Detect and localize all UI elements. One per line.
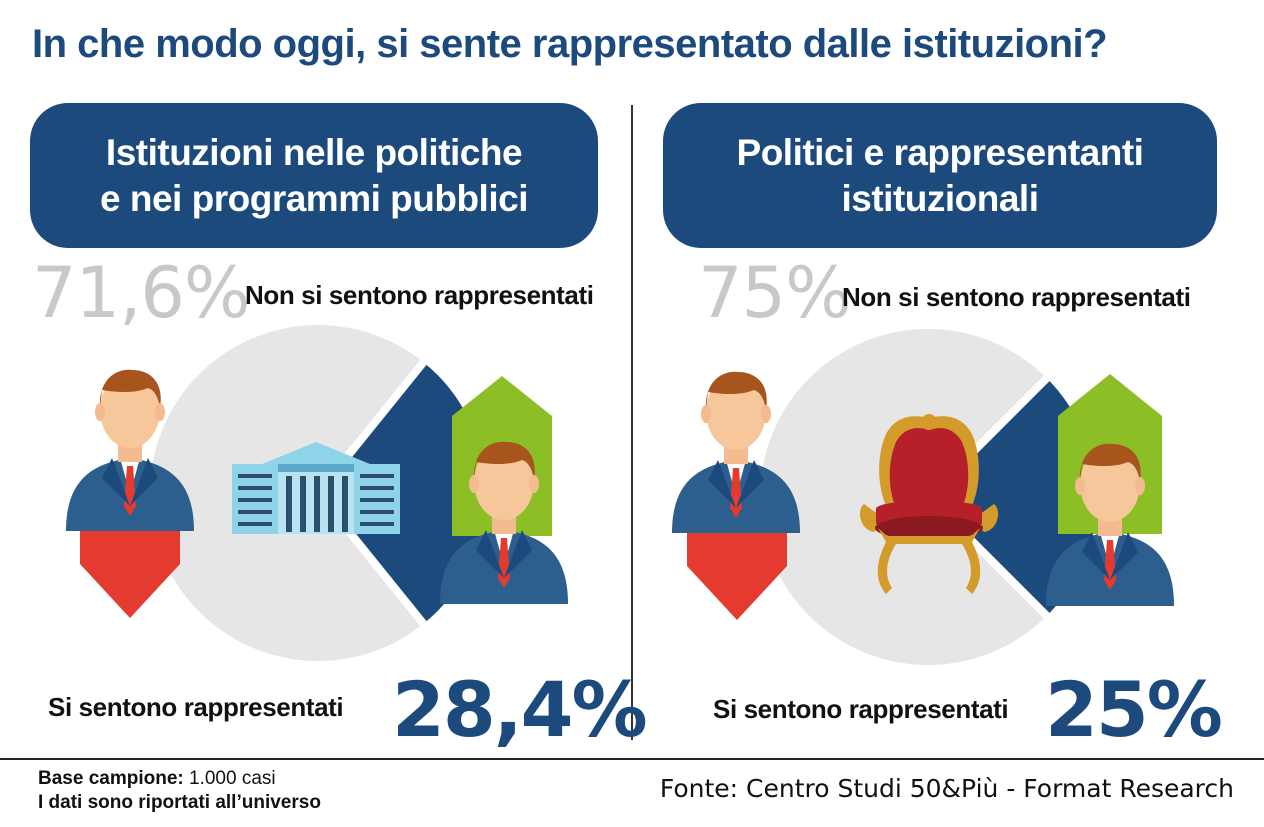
right-panel-title-line2: istituzionali <box>841 177 1039 219</box>
center-divider <box>631 105 633 740</box>
right-panel-title-line1: Politici e rappresentanti <box>736 131 1144 173</box>
left-not-represented-label: Non si sentono rappresentati <box>245 280 594 310</box>
footer-divider <box>0 758 1264 760</box>
left-panel-title: Istituzioni nelle politiche e nei progra… <box>30 103 598 248</box>
government-building-icon <box>232 442 400 534</box>
right-not-represented-label: Non si sentono rappresentati <box>842 282 1191 312</box>
sample-base: Base campione: 1.000 casi <box>38 768 276 790</box>
right-panel-title: Politici e rappresentanti istituzionali <box>663 103 1217 248</box>
pie-slice-represented-right <box>928 378 1096 616</box>
left-panel-title-line1: Istituzioni nelle politiche <box>105 131 523 173</box>
left-person-represented-icon <box>440 441 568 604</box>
left-red-arrow-down-icon <box>80 508 180 618</box>
page-title: In che modo oggi, si sente rappresentato… <box>32 22 1108 66</box>
left-represented-label: Si sentono rappresentati <box>48 692 344 722</box>
source-credit: Fonte: Centro Studi 50&Più - Format Rese… <box>659 774 1234 803</box>
right-represented-percent: 25% <box>1045 665 1223 754</box>
universe-note: I dati sono riportati all’universo <box>38 792 321 813</box>
left-not-represented-percent: 71,6% <box>32 252 250 334</box>
pie-slice-represented-left <box>318 362 486 624</box>
left-represented-percent: 28,4% <box>392 665 648 754</box>
left-person-not-represented-icon <box>66 369 194 531</box>
right-red-arrow-down-icon <box>687 510 787 620</box>
sample-base-value: 1.000 casi <box>189 768 276 789</box>
left-panel-title-line2: e nei programmi pubblici <box>100 177 528 219</box>
right-not-represented-percent: 75% <box>698 252 852 334</box>
throne-chair-icon <box>859 414 999 594</box>
sample-base-label: Base campione: <box>38 768 184 789</box>
right-person-represented-icon <box>1046 443 1174 606</box>
right-person-not-represented-icon <box>672 371 800 533</box>
right-represented-label: Si sentono rappresentati <box>713 694 1009 724</box>
